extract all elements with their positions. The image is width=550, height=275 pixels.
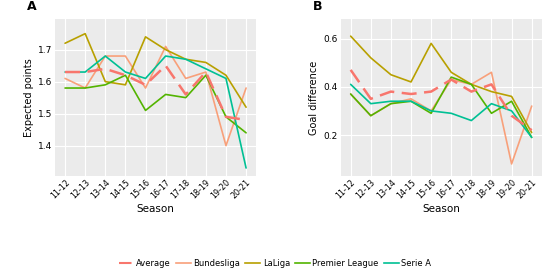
Legend: Average, Bundesliga, LaLiga, Premier League, Serie A: Average, Bundesliga, LaLiga, Premier Lea… bbox=[116, 255, 435, 271]
X-axis label: Season: Season bbox=[136, 204, 174, 214]
Text: A: A bbox=[27, 0, 36, 13]
Y-axis label: Expected points: Expected points bbox=[24, 58, 34, 137]
Text: B: B bbox=[312, 0, 322, 13]
Y-axis label: Goal difference: Goal difference bbox=[309, 60, 320, 135]
X-axis label: Season: Season bbox=[422, 204, 460, 214]
